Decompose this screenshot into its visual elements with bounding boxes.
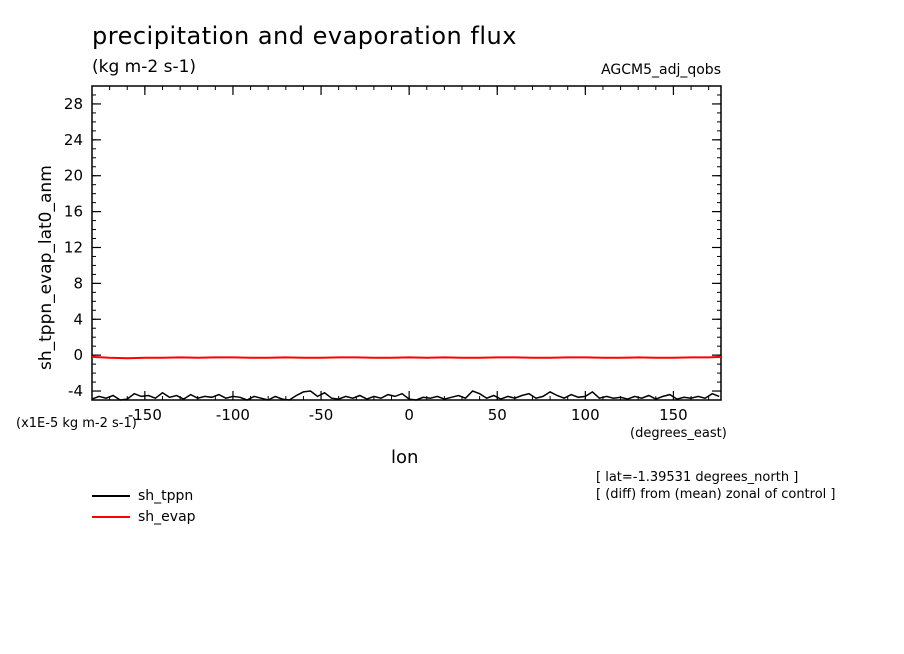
x-tick-label: 0: [404, 406, 414, 424]
x-tick-label: -100: [216, 406, 250, 424]
chart-units-subtitle: (kg m-2 s-1): [92, 57, 197, 77]
legend-item-evap: sh_evap: [92, 508, 196, 526]
x-tick-label: 100: [571, 406, 600, 424]
x-axis: -150 -100 -50 0 50 100 150: [109, 86, 710, 424]
x-tick-label: -50: [309, 406, 334, 424]
x-tick-label: 50: [488, 406, 507, 424]
series-line-sh-evap: [91, 355, 722, 360]
y-tick-label: 20: [64, 167, 83, 185]
x-axis-units: (degrees_east): [630, 426, 727, 441]
y-tick-label: 8: [73, 274, 83, 292]
x-tick-label: 150: [659, 406, 688, 424]
legend-swatch-tppn: [92, 495, 130, 497]
legend-label-evap: sh_evap: [138, 509, 196, 525]
y-tick-label: 0: [73, 346, 83, 364]
series-line-sh-tppn: [91, 390, 720, 401]
legend-swatch-evap: [92, 516, 130, 518]
legend-label-tppn: sh_tppn: [138, 488, 194, 504]
plot-frame: [91, 85, 722, 401]
y-axis-units: (x1E-5 kg m-2 s-1): [16, 416, 137, 431]
y-tick-label: 16: [64, 203, 83, 221]
diff-note: [ (diff) from (mean) zonal of control ]: [596, 487, 836, 502]
y-tick-label: -4: [68, 382, 83, 400]
y-tick-label: 24: [64, 131, 83, 149]
y-tick-label: 12: [64, 238, 83, 256]
dataset-label: AGCM5_adj_qobs: [601, 62, 721, 78]
legend-item-tppn: sh_tppn: [92, 487, 193, 505]
series-lines: [91, 355, 722, 401]
y-axis: -4 0 4 8 12 16 20 24 28: [64, 85, 721, 401]
x-tick-label: -150: [128, 406, 162, 424]
x-axis-label: lon: [391, 447, 419, 468]
y-tick-label: 4: [73, 310, 83, 328]
chart-title: precipitation and evaporation flux: [92, 22, 517, 50]
y-tick-label: 28: [64, 95, 83, 113]
latitude-note: [ lat=-1.39531 degrees_north ]: [596, 470, 799, 485]
